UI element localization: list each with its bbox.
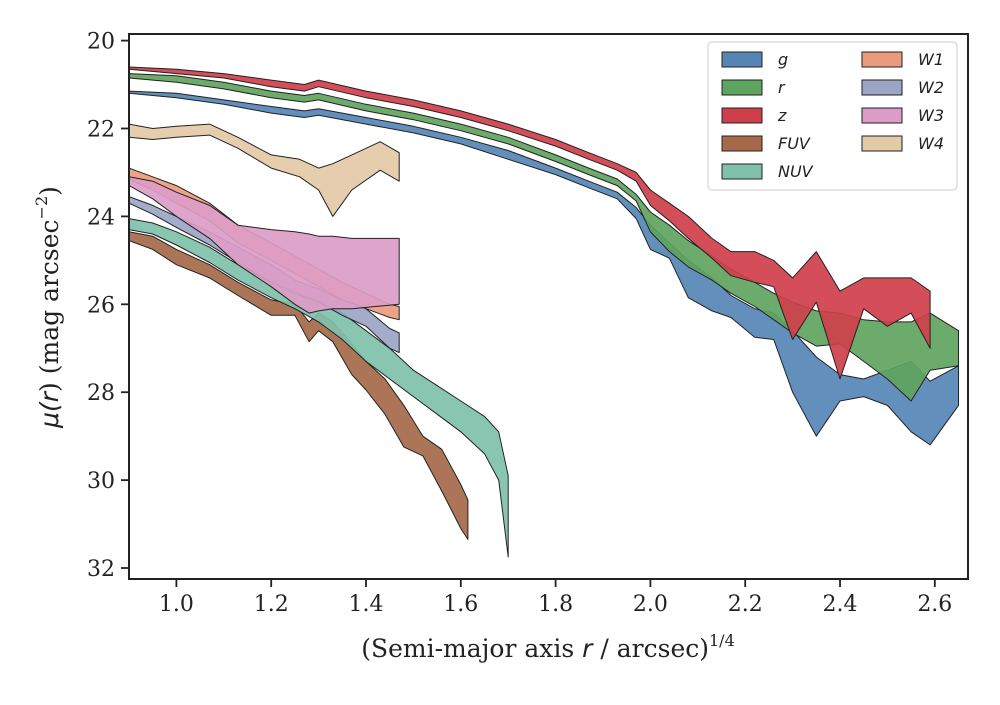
legend-label-nuv: NUV [778, 162, 814, 181]
legend-swatch-z [721, 107, 763, 124]
x-tick-label: 1.8 [538, 592, 573, 617]
band-w4 [129, 123, 400, 217]
y-tick-label: 32 [87, 557, 115, 582]
y-tick-label: 24 [87, 205, 115, 230]
y-axis-label: μ(r) (mag arcsec−2) [32, 186, 64, 429]
band-g [129, 90, 959, 446]
legend-swatch-g [721, 51, 763, 68]
legend-label-w1: W1 [918, 50, 944, 69]
x-tick-label: 2.4 [823, 592, 858, 617]
band-z [129, 66, 931, 380]
legend-label-r: r [778, 78, 786, 97]
band-w3 [129, 176, 400, 314]
legend-label-w3: W3 [918, 106, 944, 125]
x-tick-label: 1.2 [254, 592, 289, 617]
x-axis: 1.0 1.2 1.4 1.6 1.8 2.0 2.2 2.4 2.6 [159, 579, 952, 617]
legend-swatch-w1 [861, 51, 903, 68]
legend: grz FUV NUV W1 W2 W3 W4 [707, 41, 958, 191]
x-tick-label: 1.4 [349, 592, 384, 617]
legend-swatch-w4 [861, 135, 903, 152]
x-tick-label: 1.6 [443, 592, 478, 617]
y-tick-label: 20 [87, 30, 115, 55]
legend-swatch-w3 [861, 107, 903, 124]
y-tick-label: 28 [87, 381, 115, 406]
band-layer [129, 66, 959, 558]
legend-box [707, 41, 958, 191]
legend-label-w2: W2 [918, 78, 944, 97]
x-tick-label: 2.6 [917, 592, 952, 617]
y-tick-label: 26 [87, 293, 115, 318]
legend-swatch-fuv [721, 135, 763, 152]
x-tick-label: 1.0 [159, 592, 194, 617]
plot-frame [128, 33, 969, 580]
legend-label-fuv: FUV [778, 134, 811, 153]
legend-label-g: g [778, 50, 788, 69]
legend-label-z: z [777, 106, 787, 125]
legend-swatch-w2 [861, 79, 903, 96]
legend-swatch-r [721, 79, 763, 96]
y-tick-label: 30 [87, 469, 115, 494]
x-tick-label: 2.2 [728, 592, 763, 617]
y-tick-label: 22 [87, 117, 115, 142]
legend-label-w4: W4 [918, 134, 944, 153]
y-axis: 20 22 24 26 28 30 32 [87, 30, 129, 582]
band-r [129, 73, 959, 402]
x-axis-label: (Semi-major axis r / arcsec)1/4 [361, 631, 735, 663]
legend-swatch-nuv [721, 163, 763, 180]
x-tick-label: 2.0 [633, 592, 668, 617]
